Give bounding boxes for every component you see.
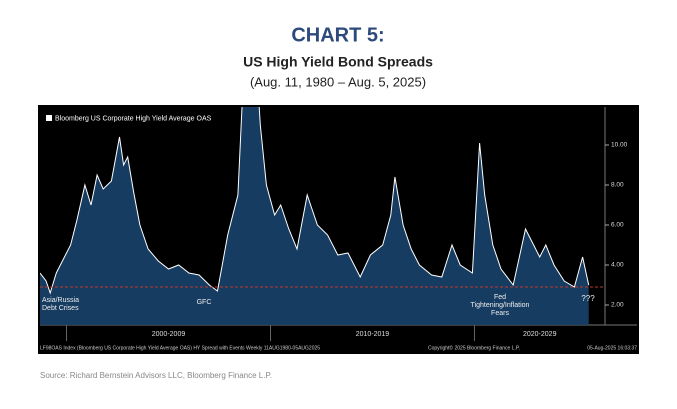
source-note: Source: Richard Bernstein Advisors LLC, … <box>40 371 272 380</box>
footer-copyright: Copyright© 2025 Bloomberg Finance L.P. <box>428 344 520 351</box>
chart-subtitle: US High Yield Bond Spreads <box>243 54 433 70</box>
x-tick-label: 2000-2009 <box>152 331 186 338</box>
area <box>40 107 589 325</box>
annotation: GFC <box>197 299 212 306</box>
legend-swatch <box>46 115 52 121</box>
footer-left: LF98OAS Index (Bloomberg US Corporate Hi… <box>40 345 320 351</box>
annotation: Asia/Russia <box>42 297 79 304</box>
line <box>40 107 590 295</box>
plot-area <box>40 107 605 325</box>
x-tick-label: 2020-2029 <box>523 331 557 338</box>
annotation: Debt Crises <box>42 305 79 312</box>
y-tick-label: 6.00 <box>611 222 624 229</box>
y-tick-label: 8.00 <box>611 182 624 189</box>
date-range: (Aug. 11, 1980 – Aug. 5, 2025) <box>250 74 426 89</box>
y-tick-label: 4.00 <box>611 262 624 269</box>
annotation: Fears <box>491 310 509 317</box>
annotation: Fed <box>494 294 506 301</box>
annotation: Tightening/Inflation <box>471 302 530 309</box>
y-tick-label: 10.00 <box>611 142 628 149</box>
footer-timestamp: 05-Aug-2025 16:03:37 <box>587 345 637 351</box>
chart-title: CHART 5: <box>291 24 384 46</box>
legend-label: Bloomberg US Corporate High Yield Averag… <box>55 115 212 122</box>
y-tick-label: 2.00 <box>611 302 624 309</box>
x-tick-label: 2010-2019 <box>356 331 390 338</box>
annotation: ??? <box>581 294 595 303</box>
axes: 2.00 4.00 6.00 8.00 10.00 2000-2009 2010-2019 2… <box>42 142 628 341</box>
